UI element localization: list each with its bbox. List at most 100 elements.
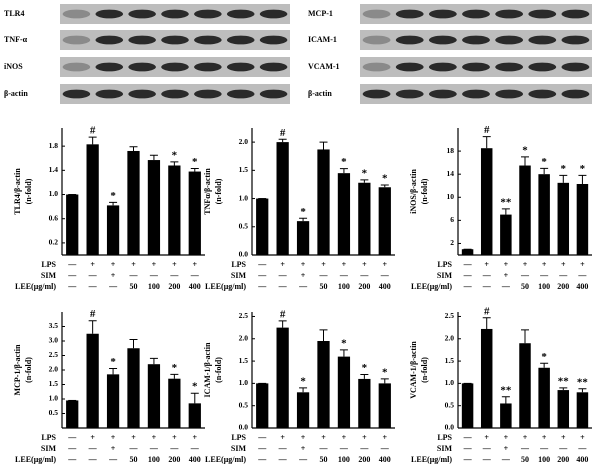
significance-mark: * [541,351,547,363]
blot-band [161,35,189,45]
treatment-cell: — [359,271,369,280]
blot-band [95,9,124,19]
blot-band [95,62,124,72]
y-tick-label: 1.0 [49,189,59,198]
blot-band [495,35,524,45]
blot-band [161,9,189,19]
treatment-cell: + [172,433,177,442]
y-tick-label: 2.0 [49,365,59,374]
significance-mark: * [522,144,528,156]
significance-mark: # [280,308,286,320]
treatment-cell: 400 [379,282,391,291]
y-tick-label: 1.5 [239,165,249,174]
y-axis-unit: (n-fold) [214,178,223,204]
y-tick-label: 2 [450,238,454,247]
treatment-cell: — [108,282,118,291]
treatment-cell: 50 [320,282,328,291]
treatment-cell: 400 [189,455,201,464]
error-bar [482,136,491,149]
treatment-cell: — [577,271,587,280]
y-tick-label: 0.5 [445,400,455,409]
blot-label: MCP-1 [308,9,333,18]
y-axis-label: TNFα/β-actin [203,168,212,215]
bar [480,328,493,428]
y-tick-label: 1.8 [49,141,59,150]
treatment-cell: — [558,271,568,280]
treatment-cell: — [298,282,308,291]
treatment-cell: + [342,433,347,442]
treatment-label: LEE(μg/ml) [205,282,246,291]
treatment-cell: + [280,260,285,269]
blot-band [259,62,288,72]
significance-mark: * [580,163,586,175]
treatment-label: LPS [437,433,452,442]
treatment-cell: + [580,260,585,269]
treatment-cell: 50 [130,455,138,464]
blot-band [362,62,391,72]
y-tick-label: 1.5 [239,356,249,365]
treatment-cell: — [463,455,473,464]
significance-mark: * [561,163,567,175]
error-bar [109,368,118,375]
y-tick-label: 1.5 [445,356,455,365]
treatment-cell: 50 [130,282,138,291]
bar [500,403,512,428]
error-bar [521,156,529,166]
treatment-cell: — [190,271,200,280]
bar [576,183,589,255]
treatment-cell: + [152,433,157,442]
y-tick-label: 2.5 [239,311,249,320]
bar [168,165,181,255]
significance-mark: * [172,362,178,374]
blot-band [561,9,590,19]
treatment-cell: — [67,433,77,442]
blot-band [462,9,490,19]
treatment-cell: + [111,260,116,269]
error-bar [319,329,328,341]
treatment-cell: — [278,282,288,291]
treatment-cell: + [131,433,136,442]
blot-band [528,89,557,99]
blot-band [95,89,124,99]
treatment-cell: + [301,271,306,280]
error-bar [578,174,587,184]
treatment-cell: — [129,444,139,453]
error-bar [319,141,328,150]
treatment-cell: — [278,271,288,280]
bar [256,383,269,428]
y-tick-label: 0.6 [49,213,59,222]
bar [519,343,531,428]
treatment-cell: + [504,433,509,442]
treatment-cell: 200 [358,455,370,464]
significance-mark: * [300,206,306,218]
bar [317,341,330,428]
bar [557,182,570,255]
blot-band [259,9,288,19]
treatment-cell: — [463,444,473,453]
bar [106,205,120,255]
significance-mark: * [110,190,116,202]
significance-mark: # [484,124,490,136]
y-axis-unit: (n-fold) [420,178,429,204]
blot-band [528,62,557,72]
treatment-cell: — [359,444,369,453]
blot-label: VCAM-1 [308,62,340,71]
y-tick-label: 1.0 [445,378,455,387]
error-bar [278,320,287,328]
error-bar [299,217,308,222]
treatment-label: SIM [437,444,453,453]
y-axis-label: MCP-1/β-actin [13,344,22,395]
treatment-cell: + [362,260,367,269]
blot-band [362,9,391,19]
significance-mark: * [192,156,198,168]
blot-band [194,89,222,99]
treatment-cell: 200 [557,282,569,291]
treatment-cell: + [301,433,306,442]
treatment-cell: + [280,433,285,442]
blot-band [62,62,91,72]
y-axis-label: iNOS/β-actin [409,169,418,214]
treatment-cell: — [67,444,77,453]
bar [461,249,474,255]
blot-label: TLR4 [4,9,24,18]
y-axis-label: VCAM-1/β-actin [409,341,418,399]
